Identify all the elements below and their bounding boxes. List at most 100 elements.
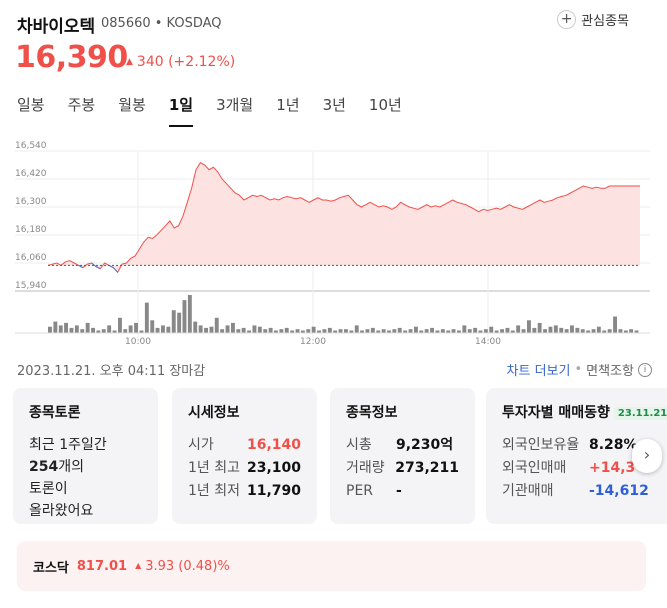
x-axis-ticks: 10:00 12:00 14:00	[125, 337, 501, 347]
intraday-chart[interactable]: 16,540 16,420 16,300 16,180 16,060 15,940 10:…	[0, 140, 667, 348]
chart-more-link[interactable]: 차트 더보기	[506, 364, 571, 379]
investor-row-foreign-ratio: 외국인보유율 8.28%	[502, 434, 651, 457]
tab-1year[interactable]: 1년	[276, 96, 300, 114]
volume-bar	[187, 295, 192, 333]
price-change-value: 340 (+2.12%)	[136, 54, 236, 70]
info-label: 시총	[346, 437, 372, 453]
stock-name[interactable]: 차바이오텍	[17, 17, 96, 37]
volume-bar	[451, 329, 456, 333]
volume-bar	[510, 330, 515, 333]
volume-bar	[182, 300, 187, 333]
market-time: 2023.11.21. 오후 04:11 장마감	[17, 364, 206, 379]
volume-bar	[209, 326, 214, 333]
volume-bar	[500, 329, 504, 333]
volume-bar	[128, 325, 133, 333]
x-tick-label: 12:00	[300, 337, 326, 347]
tab-monthly[interactable]: 월봉	[118, 96, 146, 114]
price-area	[47, 162, 640, 274]
volume-bar	[360, 330, 364, 333]
disclaimer-link[interactable]: 면책조항	[586, 364, 634, 379]
y-axis-ticks: 16,540 16,420 16,300 16,180 16,060 15,940	[15, 141, 47, 291]
volume-bar	[629, 329, 634, 333]
y-tick-label: 16,540	[15, 141, 47, 151]
volume-bar	[252, 325, 257, 333]
volume-bar	[220, 329, 225, 333]
volume-bar	[338, 329, 343, 333]
tab-weekly[interactable]: 주봉	[67, 96, 96, 114]
investor-label: 외국인매매	[502, 460, 567, 476]
stock-info-card[interactable]: 종목정보 시총 9,230억 거래량 273,211 PER -	[330, 388, 475, 524]
volume-bar	[134, 322, 138, 333]
investor-title-text: 투자자별 매매동향	[502, 405, 610, 421]
discussion-line1: 최근 1주일간	[29, 437, 107, 453]
volume-bar	[139, 330, 144, 333]
volume-bar	[225, 325, 230, 333]
volume-bar	[268, 327, 273, 333]
volume-bar	[290, 330, 295, 333]
volume-bar	[53, 321, 58, 333]
y-tick-label: 15,940	[15, 281, 47, 291]
volume-bar	[478, 330, 483, 333]
quote-title: 시세정보	[188, 405, 240, 421]
volume-bar	[623, 330, 628, 333]
volume-bar	[457, 330, 461, 333]
volume-bar	[613, 316, 617, 333]
volume-bar	[80, 329, 85, 333]
info-cards: 종목토론 최근 1주일간 254개의 토론이 올라왔어요 시세정보 시가 16,…	[13, 388, 667, 524]
quote-value: 11,790	[246, 483, 301, 499]
volume-bar	[494, 330, 499, 333]
investor-label: 기관매매	[502, 483, 554, 499]
volume-bar	[354, 325, 359, 333]
volume-bar	[505, 327, 510, 333]
volume-bar	[570, 325, 574, 333]
volume-bar	[161, 325, 165, 333]
kosdaq-index-bar[interactable]: 코스닥 817.01 ▲ 3.93 (0.48)%	[17, 541, 646, 591]
kosdaq-change-value: 3.93 (0.48)%	[145, 558, 230, 574]
quote-row-open: 시가 16,140	[188, 434, 301, 457]
info-row-marketcap: 시총 9,230억	[346, 434, 459, 457]
volume-bar	[311, 326, 316, 333]
tab-10years[interactable]: 10년	[368, 96, 402, 114]
volume-bar	[204, 327, 208, 333]
quote-card[interactable]: 시세정보 시가 16,140 1년 최고 23,100 1년 최저 11,790	[172, 388, 317, 524]
investor-row-institution: 기관매매 -14,612	[502, 480, 651, 503]
volume-bar	[101, 329, 106, 333]
volume-bar	[489, 326, 494, 333]
tab-daily[interactable]: 일봉	[17, 96, 45, 114]
volume-bar	[462, 325, 467, 333]
volume-bar	[365, 329, 370, 333]
separator-dot: •	[574, 362, 583, 377]
tab-3years[interactable]: 3년	[322, 96, 346, 114]
plus-circle-icon: +	[557, 10, 577, 29]
volume-bar	[553, 325, 558, 333]
y-tick-label: 16,420	[15, 169, 47, 179]
info-row-volume: 거래량 273,211	[346, 457, 459, 480]
volume-bar	[295, 329, 300, 333]
volume-bar	[521, 329, 526, 333]
info-icon[interactable]: i	[638, 362, 652, 377]
volume-bar	[483, 329, 488, 333]
up-arrow-icon: ▲	[126, 57, 133, 67]
kosdaq-value: 817.01	[76, 558, 128, 574]
info-row-per: PER -	[346, 480, 459, 503]
volume-bar	[198, 325, 203, 333]
quote-row-high: 1년 최고 23,100	[188, 457, 301, 480]
volume-bar	[171, 310, 176, 333]
discussion-card[interactable]: 종목토론 최근 1주일간 254개의 토론이 올라왔어요	[13, 388, 158, 524]
volume-bar	[602, 330, 607, 333]
tab-1day[interactable]: 1일	[168, 94, 194, 127]
tab-3months[interactable]: 3개월	[216, 96, 254, 114]
next-card-button[interactable]: ›	[632, 439, 662, 473]
add-watchlist-button[interactable]: + 관심종목	[557, 10, 629, 29]
volume-bar	[74, 325, 79, 333]
info-value: 273,211	[395, 460, 459, 476]
volume-bar	[543, 329, 547, 333]
period-tabs: 일봉 주봉 월봉 1일 3개월 1년 3년 10년	[17, 94, 425, 127]
investor-value: -14,612	[589, 483, 649, 499]
volume-bar	[467, 329, 472, 333]
volume-bar	[177, 312, 182, 333]
volume-bar	[564, 329, 569, 333]
info-value: -	[396, 483, 402, 499]
volume-bar	[123, 329, 128, 333]
discussion-line2: 254개의	[29, 456, 142, 478]
